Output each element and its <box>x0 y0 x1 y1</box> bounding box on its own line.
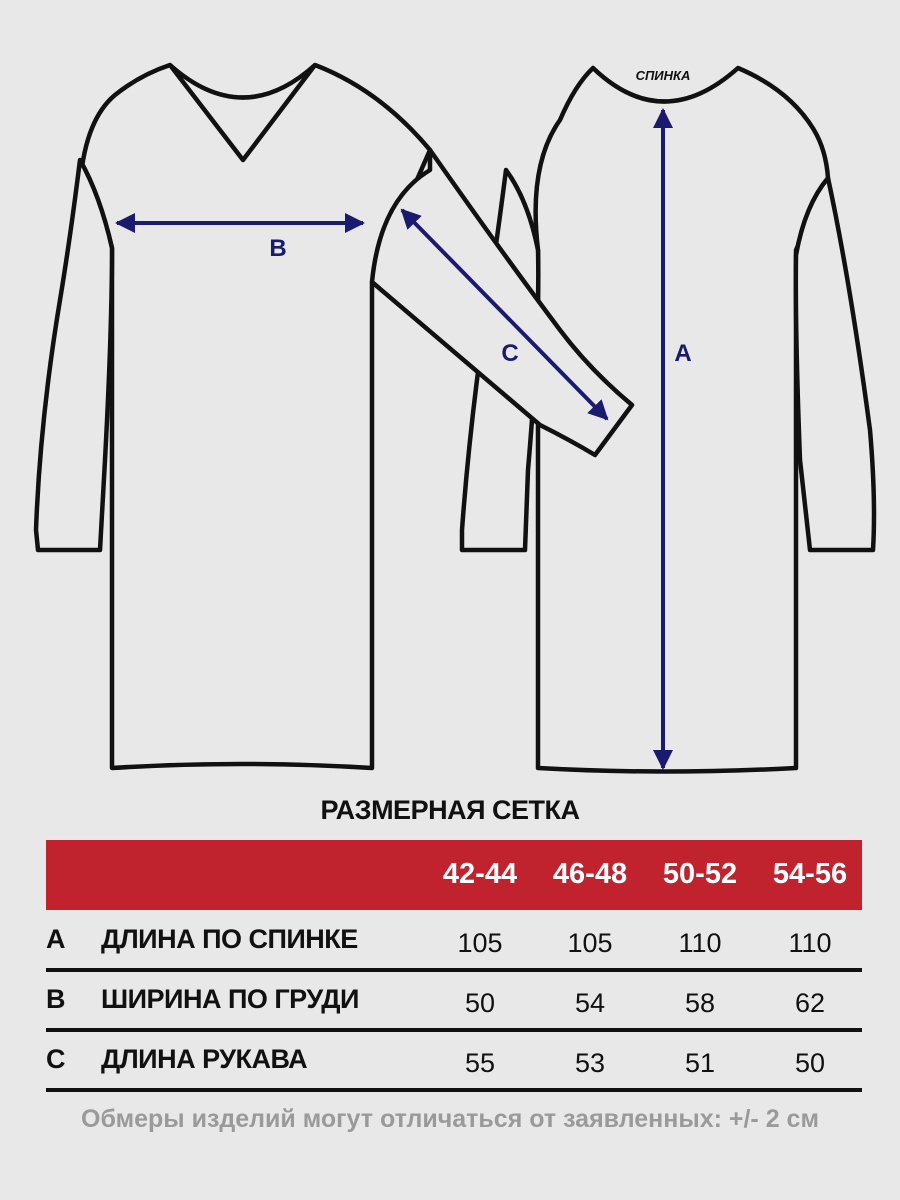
size-header: 50-52 <box>662 858 738 890</box>
v-neck <box>168 63 317 163</box>
cell-value: 50 <box>794 1048 826 1078</box>
size-header: 54-56 <box>772 858 848 890</box>
size-header: 42-44 <box>442 858 518 890</box>
table-row: B ШИРИНА ПО ГРУДИ 50 54 58 62 <box>46 972 862 1032</box>
cell-value: 62 <box>794 988 826 1018</box>
garment-diagram: B C A СПИНКА <box>33 62 877 774</box>
cell-value: 110 <box>788 928 832 958</box>
table-row: C ДЛИНА РУКАВА 55 53 51 50 <box>46 1032 862 1092</box>
back-label: СПИНКА <box>636 68 691 83</box>
cell-value: 55 <box>464 1048 496 1078</box>
cell-value: 105 <box>457 928 503 958</box>
back-right-sleeve <box>793 175 877 553</box>
back-view-dress <box>459 65 877 774</box>
table-row: A ДЛИНА ПО СПИНКЕ 105 105 110 110 <box>46 912 862 972</box>
row-letter: B <box>46 984 66 1014</box>
row-label: ДЛИНА РУКАВА <box>101 1044 308 1074</box>
row-divider <box>46 968 862 972</box>
row-letter: C <box>46 1044 66 1074</box>
measure-label-c: C <box>501 340 518 367</box>
row-label: ДЛИНА ПО СПИНКЕ <box>101 924 358 954</box>
row-divider <box>46 1028 862 1032</box>
row-letter: A <box>46 924 66 954</box>
size-header: 46-48 <box>552 858 628 890</box>
size-chart-title: РАЗМЕРНАЯ СЕТКА <box>320 795 580 825</box>
measure-arrow-c <box>400 208 609 421</box>
measure-label-a: A <box>674 340 691 367</box>
cell-value: 54 <box>574 988 606 1018</box>
front-left-sleeve <box>33 157 115 553</box>
cell-value: 53 <box>574 1048 606 1078</box>
cell-value: 105 <box>567 928 613 958</box>
cell-value: 51 <box>684 1048 716 1078</box>
cell-value: 58 <box>684 988 716 1018</box>
measurement-disclaimer: Обмеры изделий могут отличаться от заявл… <box>81 1105 819 1133</box>
row-divider <box>46 1088 862 1092</box>
size-header-band <box>46 840 862 910</box>
row-label: ШИРИНА ПО ГРУДИ <box>101 984 359 1014</box>
cell-value: 110 <box>678 928 722 958</box>
cell-value: 50 <box>464 988 496 1018</box>
measure-label-b: B <box>269 235 286 262</box>
